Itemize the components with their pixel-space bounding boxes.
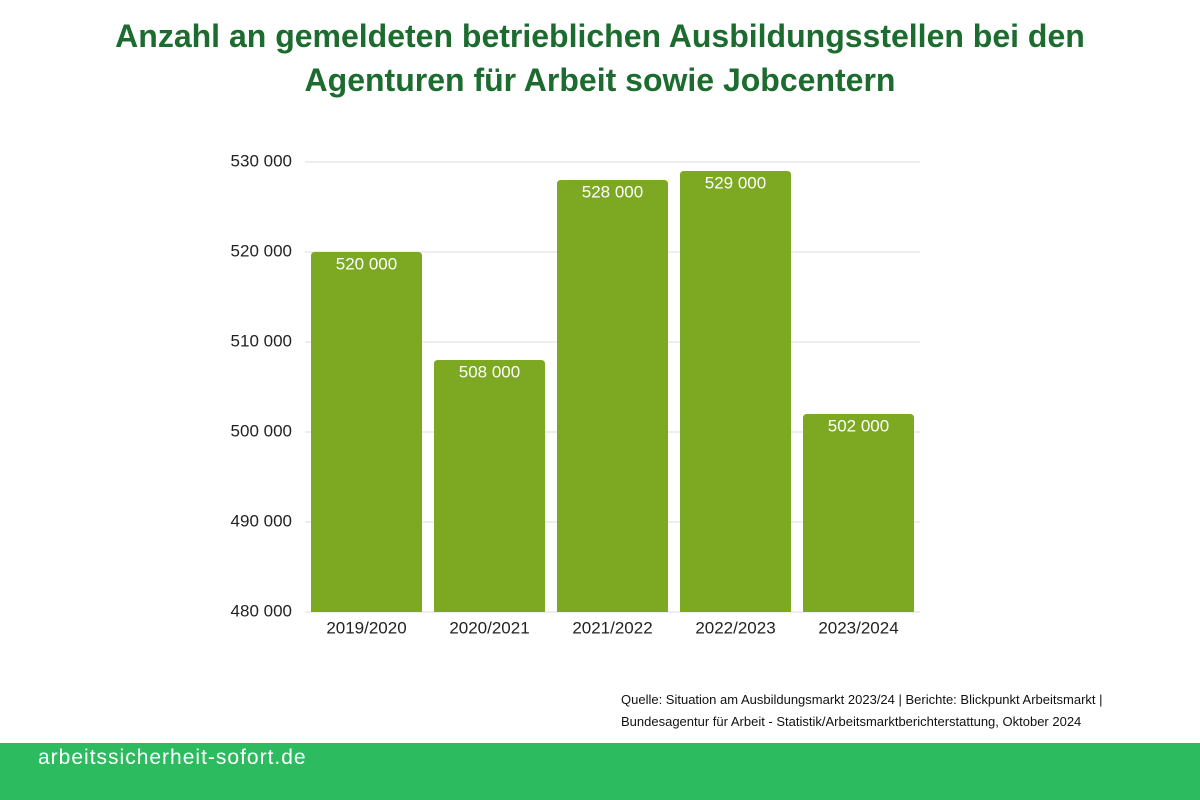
- x-tick-label: 2022/2023: [695, 618, 775, 637]
- value-label: 528 000: [582, 182, 643, 201]
- x-tick-label: 2021/2022: [572, 618, 652, 637]
- y-tick-label: 520 000: [231, 241, 292, 260]
- y-tick-label: 530 000: [231, 151, 292, 170]
- value-label: 508 000: [459, 362, 520, 381]
- x-tick-label: 2020/2021: [449, 618, 529, 637]
- bar: [557, 180, 668, 612]
- y-tick-label: 510 000: [231, 331, 292, 350]
- chart-title: Anzahl an gemeldeten betrieblichen Ausbi…: [115, 18, 1085, 98]
- y-tick-label: 500 000: [231, 421, 292, 440]
- x-tick-label: 2019/2020: [326, 618, 406, 637]
- value-label: 502 000: [828, 416, 889, 435]
- value-label: 529 000: [705, 173, 766, 192]
- x-tick-label: 2023/2024: [818, 618, 898, 637]
- bar: [803, 414, 914, 612]
- bar: [434, 360, 545, 612]
- bar: [311, 252, 422, 612]
- footer-text: arbeitssicherheit-sofort.de: [38, 746, 307, 769]
- y-tick-label: 480 000: [231, 601, 292, 620]
- bar: [680, 171, 791, 612]
- value-label: 520 000: [336, 254, 397, 273]
- y-tick-label: 490 000: [231, 511, 292, 530]
- footer-band: [0, 743, 1200, 800]
- source-note: Quelle: Situation am Ausbildungsmarkt 20…: [621, 692, 1103, 729]
